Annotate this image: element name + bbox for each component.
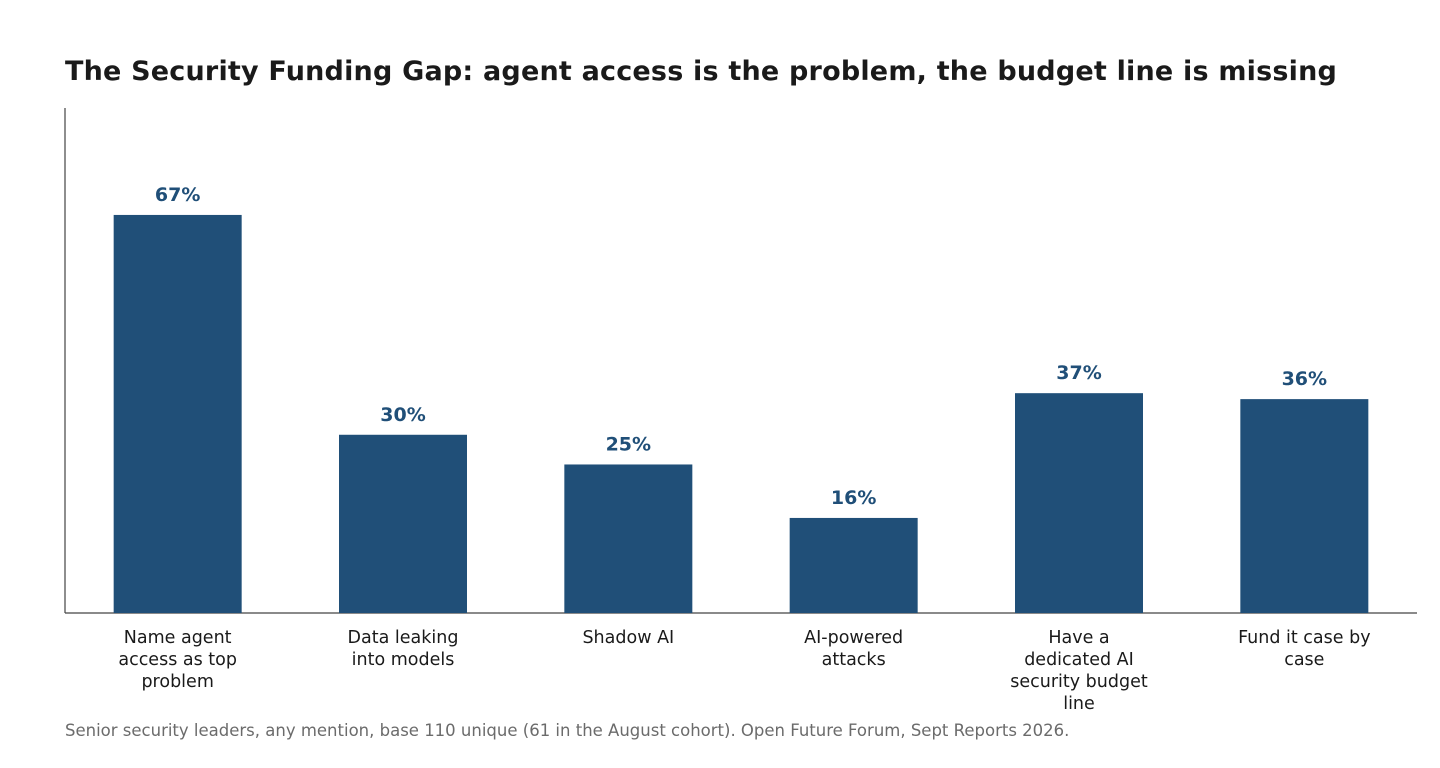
x-tick-label-line: Data leaking xyxy=(348,628,459,648)
x-tick-label-line: case xyxy=(1284,650,1324,670)
chart-footnote: Senior security leaders, any mention, ba… xyxy=(65,721,1070,740)
x-tick-label-line: Fund it case by xyxy=(1238,628,1371,648)
bar xyxy=(113,214,242,614)
bar xyxy=(564,464,693,613)
x-tick-label-line: access as top xyxy=(118,650,237,670)
x-tick-label: Have a dedicated AI security budget line xyxy=(1010,628,1148,714)
chart-title: The Security Funding Gap: agent access i… xyxy=(65,56,1338,87)
data-label: 16% xyxy=(831,487,876,509)
x-tick-label-line: problem xyxy=(141,672,213,692)
data-label: 30% xyxy=(380,404,425,426)
x-tick-label-line: dedicated AI xyxy=(1024,650,1134,670)
bar xyxy=(789,517,918,613)
x-tick-label: AI-powered attacks xyxy=(804,628,903,670)
x-tick-label-line: attacks xyxy=(822,650,886,670)
x-tick-label-line: Name agent xyxy=(124,628,232,648)
bar xyxy=(1240,399,1369,613)
data-label: 36% xyxy=(1282,368,1327,390)
data-label: 25% xyxy=(606,433,651,455)
bar xyxy=(1015,393,1143,613)
x-tick-label: Data leaking into models xyxy=(348,628,459,670)
bar xyxy=(339,434,467,613)
x-tick-label-line: into models xyxy=(352,650,455,670)
x-tick-label-line: Shadow AI xyxy=(582,628,674,648)
data-label: 37% xyxy=(1056,362,1101,384)
data-label: 67% xyxy=(155,184,200,206)
x-tick-label: Name agent access as top problem xyxy=(118,628,237,692)
x-tick-label: Shadow AI xyxy=(582,628,674,648)
x-tick-label-line: AI-powered xyxy=(804,628,903,648)
x-tick-label: Fund it case by case xyxy=(1238,628,1371,670)
x-tick-label-line: security budget xyxy=(1010,672,1148,692)
x-tick-label-line: Have a xyxy=(1048,628,1109,648)
x-tick-label-line: line xyxy=(1063,694,1095,714)
